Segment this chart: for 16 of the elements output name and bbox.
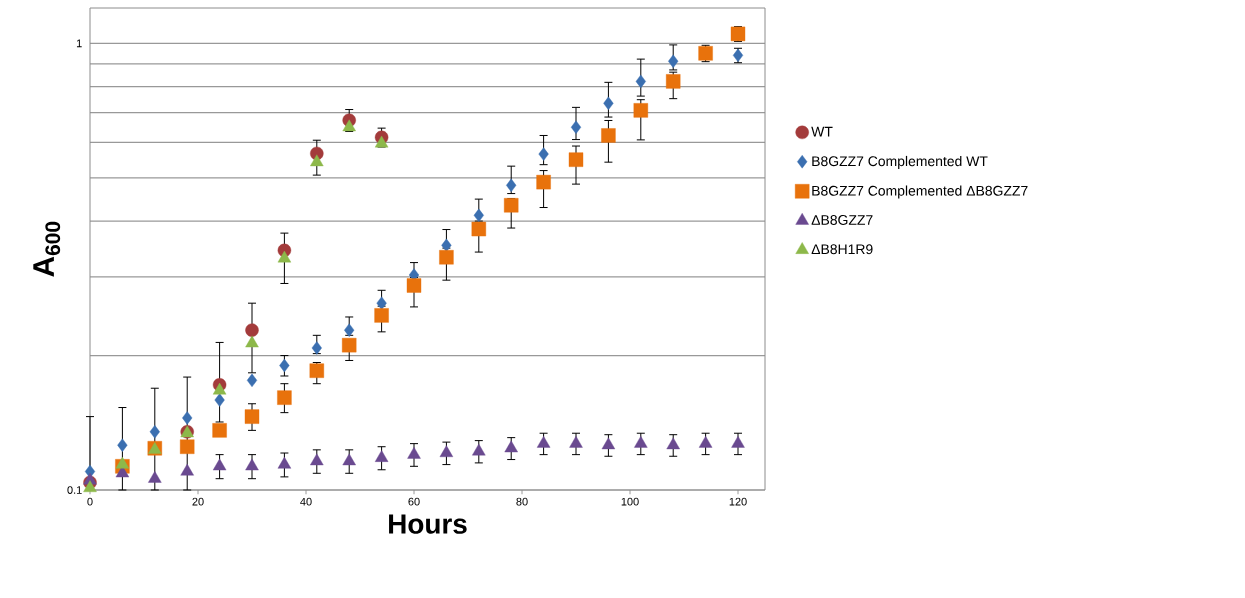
x-tick-label: 100 (621, 497, 639, 506)
legend-label: ΔB8GZZ7 (811, 215, 873, 225)
x-tick-label: 20 (192, 497, 204, 506)
x-tick-label: 60 (408, 497, 420, 506)
x-tick-label: 0 (87, 497, 93, 506)
legend-label: B8GZZ7 Complemented WT (812, 155, 988, 169)
x-tick-label: 120 (729, 497, 747, 506)
legend-label: ΔB8H1R9 (811, 244, 873, 255)
legend-label: WT (811, 126, 833, 137)
legend-label: B8GZZ7 Complemented ΔB8GZZ7 (812, 185, 1028, 199)
x-tick-label: 40 (300, 497, 312, 506)
y-axis-title: A$_{600}$ (33, 221, 61, 277)
y-tick-label: 1 (76, 39, 82, 48)
x-axis-title: Hours (389, 514, 467, 534)
x-tick-label: 80 (516, 497, 528, 506)
y-tick-label: 0.1 (67, 486, 82, 494)
